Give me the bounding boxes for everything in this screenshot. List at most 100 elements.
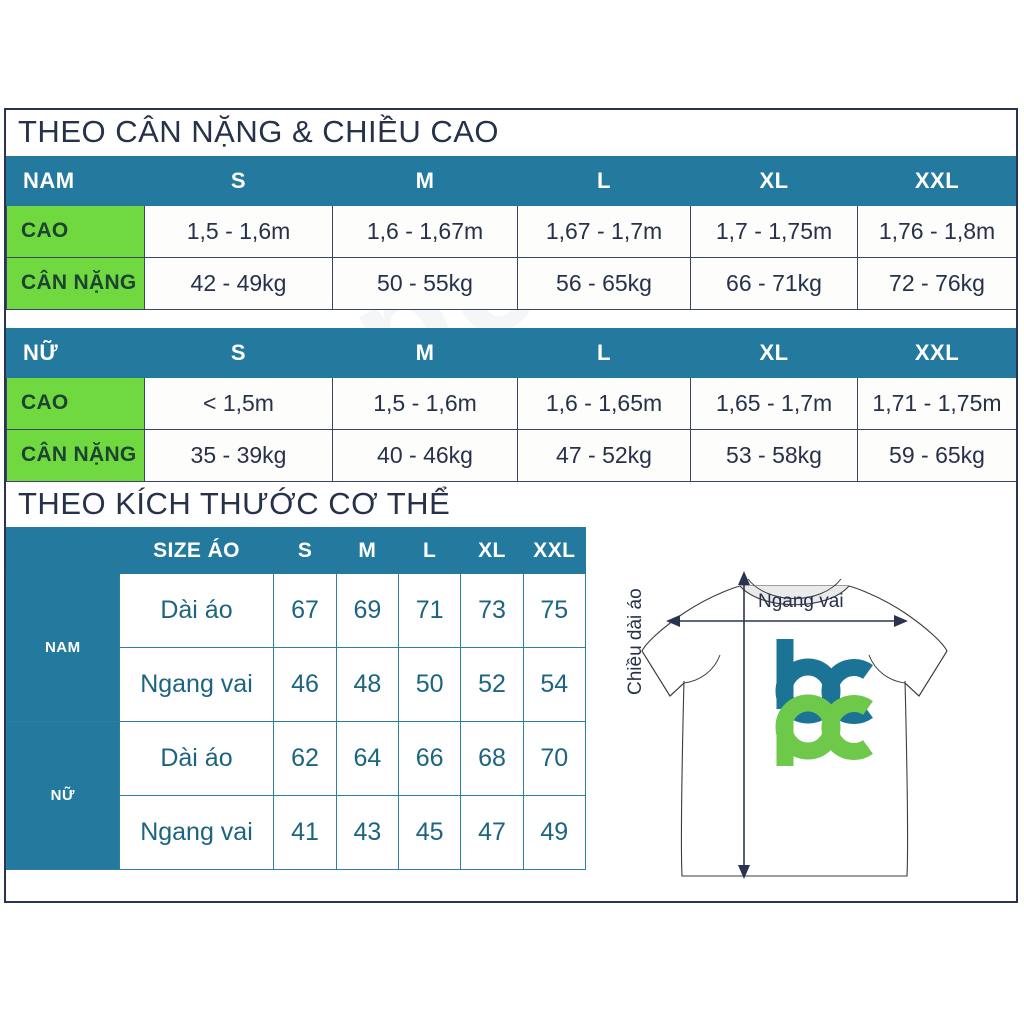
cell-men-length-m: 69 bbox=[335, 573, 400, 649]
cell-men-shoulder-l: 50 bbox=[397, 647, 462, 723]
cell-weight-l: 47 - 52kg bbox=[517, 428, 691, 482]
tshirt-diagram: Ngang vai Chiều dài áo bbox=[622, 531, 1012, 901]
row-label-weight: CÂN NẶNG bbox=[6, 256, 145, 310]
column-header-m: M bbox=[335, 527, 400, 575]
tshirt-right-sleeve-seam bbox=[868, 654, 906, 684]
table-row: CÂN NẶNG 35 - 39kg 40 - 46kg 47 - 52kg 5… bbox=[6, 428, 1016, 482]
column-header-s: S bbox=[144, 327, 333, 378]
section-title-body-measure: THEO KÍCH THƯỚC CƠ THỂ bbox=[18, 485, 451, 521]
body-measure-area: SIZE ÁO S M L XL XXL NAM Dài áo 67 69 71… bbox=[6, 527, 1016, 901]
table-women-weight-height: NỮ S M L XL XXL CAO < 1,5m 1,5 - 1,6m 1,… bbox=[6, 327, 1016, 482]
cell-weight-m: 50 - 55kg bbox=[332, 256, 518, 310]
group-label-women: NỮ bbox=[6, 721, 120, 871]
table-row-header: NAM S M L XL XXL bbox=[6, 155, 1016, 206]
cell-height-xxl: 1,76 - 1,8m bbox=[857, 204, 1016, 258]
logo-letter-c-blue bbox=[821, 659, 873, 725]
cell-men-length-xl: 73 bbox=[460, 573, 524, 649]
logo-letter-c-green bbox=[821, 695, 873, 761]
column-header-xxl: XXL bbox=[857, 155, 1016, 206]
cell-weight-s: 35 - 39kg bbox=[144, 428, 333, 482]
column-header-gender: NAM bbox=[6, 155, 145, 206]
column-header-m: M bbox=[332, 327, 518, 378]
cell-weight-l: 56 - 65kg bbox=[517, 256, 691, 310]
table-row: CÂN NẶNG 42 - 49kg 50 - 55kg 56 - 65kg 6… bbox=[6, 256, 1016, 310]
table-spacer bbox=[6, 310, 1016, 328]
row-label-height: CAO bbox=[6, 204, 145, 258]
size-chart-card: bcpc bcpc THEO CÂN NẶNG & CHIỀU CAO NAM … bbox=[4, 108, 1018, 903]
column-header-s: S bbox=[273, 527, 337, 575]
column-header-xxl: XXL bbox=[857, 327, 1016, 378]
tshirt-collar-path bbox=[739, 585, 850, 606]
cell-weight-xxl: 72 - 76kg bbox=[857, 256, 1016, 310]
cell-height-s: < 1,5m bbox=[144, 376, 333, 430]
table-row: CAO < 1,5m 1,5 - 1,6m 1,6 - 1,65m 1,65 -… bbox=[6, 376, 1016, 430]
table-row: NAM Dài áo 67 69 71 73 75 bbox=[6, 573, 587, 723]
column-header-gender: NỮ bbox=[6, 327, 145, 378]
cell-women-length-xxl: 70 bbox=[522, 721, 587, 797]
cell-height-s: 1,5 - 1,6m bbox=[144, 204, 333, 258]
cell-weight-xl: 53 - 58kg bbox=[690, 428, 858, 482]
length-arrow-head-bottom bbox=[738, 865, 750, 880]
cell-men-shoulder-xl: 52 bbox=[460, 647, 524, 723]
bcpc-logo bbox=[775, 639, 873, 767]
tshirt-right-cuff bbox=[904, 650, 948, 697]
tshirt-left-cuff bbox=[641, 650, 685, 697]
table-row: Ngang vai 41 43 45 47 49 bbox=[7, 795, 587, 871]
column-header-m: M bbox=[332, 155, 518, 206]
cell-weight-m: 40 - 46kg bbox=[332, 428, 518, 482]
row-label-height: CAO bbox=[6, 376, 145, 430]
cell-women-shoulder-m: 43 bbox=[335, 795, 400, 871]
cell-men-shoulder-m: 48 bbox=[335, 647, 400, 723]
table-row-header: SIZE ÁO S M L XL XXL bbox=[6, 527, 587, 575]
cell-weight-xxl: 59 - 65kg bbox=[857, 428, 1016, 482]
cell-men-length-xxl: 75 bbox=[522, 573, 587, 649]
table-body-measurements: SIZE ÁO S M L XL XXL NAM Dài áo 67 69 71… bbox=[6, 527, 587, 871]
column-header-s: S bbox=[144, 155, 333, 206]
table-row: NỮ Dài áo 62 64 66 68 70 bbox=[6, 721, 587, 871]
table-men-weight-height: NAM S M L XL XXL CAO 1,5 - 1,6m 1,6 - 1,… bbox=[6, 155, 1016, 310]
tshirt-left-sleeve-seam bbox=[683, 654, 721, 684]
tshirt-body-path bbox=[641, 585, 948, 877]
cell-women-length-s: 62 bbox=[273, 721, 337, 797]
length-arrow-head-top bbox=[738, 571, 750, 586]
cell-weight-s: 42 - 49kg bbox=[144, 256, 333, 310]
cell-women-shoulder-xl: 47 bbox=[460, 795, 524, 871]
column-header-l: L bbox=[397, 527, 462, 575]
cell-women-shoulder-xxl: 49 bbox=[522, 795, 587, 871]
cell-women-length-xl: 68 bbox=[460, 721, 524, 797]
shoulder-arrow-head-right bbox=[894, 615, 908, 628]
column-header-size-ao: SIZE ÁO bbox=[118, 527, 275, 575]
cell-men-shoulder-xxl: 54 bbox=[522, 647, 587, 723]
row-label-weight: CÂN NẶNG bbox=[6, 428, 145, 482]
column-header-blank bbox=[6, 527, 120, 575]
section-title-weight-height: THEO CÂN NẶNG & CHIỀU CAO bbox=[18, 114, 499, 149]
measure-label-women-shoulder: Ngang vai bbox=[118, 795, 275, 871]
label-shoulder-width: Ngang vai bbox=[758, 591, 844, 613]
cell-height-m: 1,5 - 1,6m bbox=[332, 376, 518, 430]
tshirt-illustration-svg bbox=[641, 571, 948, 880]
cell-women-length-l: 66 bbox=[397, 721, 462, 797]
cell-women-shoulder-l: 45 bbox=[397, 795, 462, 871]
column-header-l: L bbox=[517, 155, 691, 206]
table-row: CAO 1,5 - 1,6m 1,6 - 1,67m 1,67 - 1,7m 1… bbox=[6, 204, 1016, 258]
column-header-xl: XL bbox=[690, 155, 858, 206]
measure-label-men-shoulder: Ngang vai bbox=[118, 647, 275, 723]
column-header-xxl: XXL bbox=[522, 527, 587, 575]
cell-height-l: 1,67 - 1,7m bbox=[517, 204, 691, 258]
cell-men-shoulder-s: 46 bbox=[273, 647, 337, 723]
label-shirt-length: Chiều dài áo bbox=[625, 588, 646, 696]
cell-height-xl: 1,7 - 1,75m bbox=[690, 204, 858, 258]
cell-height-xl: 1,65 - 1,7m bbox=[690, 376, 858, 430]
cell-men-length-l: 71 bbox=[397, 573, 462, 649]
cell-men-length-s: 67 bbox=[273, 573, 337, 649]
cell-height-l: 1,6 - 1,65m bbox=[517, 376, 691, 430]
cell-women-length-m: 64 bbox=[335, 721, 400, 797]
tshirt-collar-trim bbox=[747, 578, 842, 599]
table-row-header: NỮ S M L XL XXL bbox=[6, 327, 1016, 378]
column-header-l: L bbox=[517, 327, 691, 378]
column-header-xl: XL bbox=[460, 527, 524, 575]
cell-height-m: 1,6 - 1,67m bbox=[332, 204, 518, 258]
column-header-xl: XL bbox=[690, 327, 858, 378]
cell-women-shoulder-s: 41 bbox=[273, 795, 337, 871]
shoulder-arrow-head-left bbox=[666, 615, 680, 628]
